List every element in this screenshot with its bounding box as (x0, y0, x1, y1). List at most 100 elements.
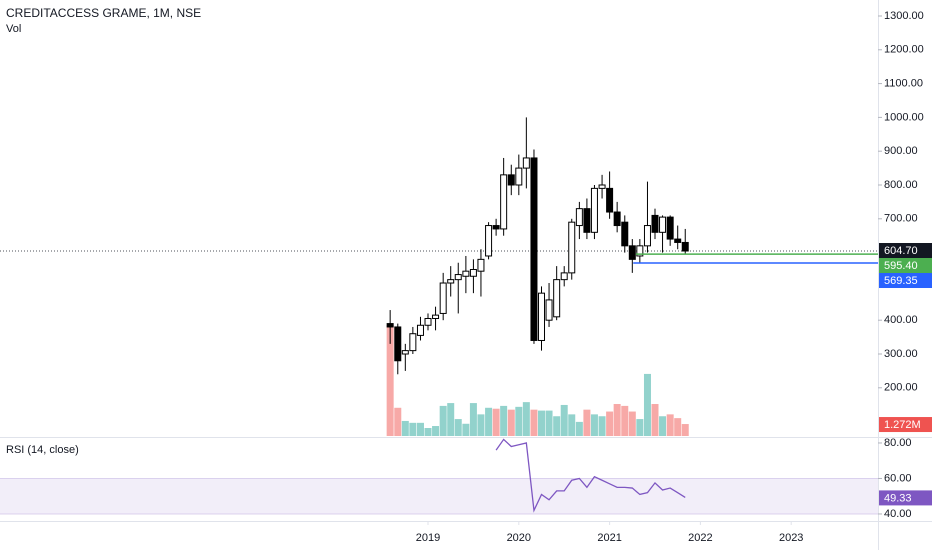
candle-body (575, 208, 583, 227)
y-tick-label: 200.00 (884, 382, 918, 394)
y-tick-label: 1200.00 (884, 44, 924, 56)
volume-bar (492, 408, 500, 436)
volume-bar (583, 409, 591, 436)
volume-bar (651, 404, 659, 436)
x-tick-label: 2023 (779, 532, 803, 544)
x-tick-label: 2022 (688, 532, 712, 544)
candle-body (628, 245, 636, 260)
volume-bar (560, 404, 568, 436)
volume-bar (636, 419, 644, 436)
volume-bar (424, 428, 432, 436)
candle-body (469, 268, 477, 277)
candle-body (606, 187, 614, 213)
candle-body (590, 187, 598, 233)
volume-bar (590, 414, 598, 436)
volume-bar (553, 416, 561, 436)
volume-bar (409, 422, 417, 436)
volume-bar (606, 411, 614, 436)
y-tick-label: 1000.00 (884, 111, 924, 123)
volume-bar (485, 407, 493, 436)
volume-bar (598, 416, 606, 436)
volume-bar (522, 402, 530, 436)
x-tick-label: 2021 (597, 532, 621, 544)
candle-body (409, 333, 417, 352)
candle-body (553, 279, 561, 318)
candle-body (666, 216, 674, 240)
volume-label: 1.272M (884, 419, 921, 431)
rsi-label: 49.33 (884, 492, 912, 504)
candle-body (416, 324, 424, 336)
candle-body (560, 272, 568, 281)
price-label-box (879, 273, 932, 289)
volume-bar (674, 418, 682, 436)
y-tick-label: 60.00 (884, 472, 912, 484)
volume-bar (439, 405, 447, 436)
candle-body (530, 157, 538, 341)
y-tick-label: 1300.00 (884, 10, 924, 22)
candle-body (522, 157, 530, 169)
rsi-title: RSI (14, close) (6, 444, 79, 456)
candle-body (659, 216, 667, 233)
x-tick-label: 2019 (416, 532, 440, 544)
volume-title: Vol (6, 23, 21, 35)
price-label: 569.35 (884, 275, 918, 287)
volume-bar (477, 414, 485, 436)
candle-body (394, 326, 402, 362)
candle-body (439, 282, 447, 314)
y-tick-label: 800.00 (884, 179, 918, 191)
candle-body (643, 225, 651, 247)
candle-body (545, 299, 553, 321)
volume-bar (613, 404, 621, 436)
candle-body (568, 221, 576, 274)
volume-bar (515, 406, 523, 436)
candle-body (681, 241, 689, 252)
volume-bar (621, 405, 629, 436)
volume-bar (469, 403, 477, 436)
volume-bar (394, 407, 402, 436)
candle-body (401, 350, 409, 355)
candle-body (651, 214, 659, 233)
candle-body (598, 184, 606, 189)
volume-bar (432, 426, 440, 436)
y-tick-label: 40.00 (884, 508, 912, 520)
y-tick-label: 300.00 (884, 348, 918, 360)
y-tick-label: 1100.00 (884, 77, 923, 89)
candle-body (454, 274, 462, 281)
volume-bar (507, 409, 515, 436)
candle-body (462, 270, 470, 277)
candle-body (538, 292, 546, 341)
price-label-box (879, 243, 932, 259)
candle-body (492, 225, 500, 230)
price-label: 595.40 (884, 260, 918, 272)
candle-body (507, 174, 515, 186)
candle-body (447, 279, 455, 284)
volume-bar (454, 419, 462, 436)
candle-body (500, 174, 508, 230)
volume-label-box (879, 417, 932, 433)
candle-body (621, 221, 629, 247)
y-tick-label: 900.00 (884, 145, 918, 157)
volume-bar (530, 409, 538, 436)
volume-bar (628, 411, 636, 436)
volume-bar (462, 423, 470, 436)
candle-body (515, 167, 523, 186)
x-tick-label: 2020 (507, 532, 531, 544)
volume-bar (386, 325, 394, 436)
rsi-band (0, 478, 878, 514)
candle-body (477, 258, 485, 272)
y-tick-label: 80.00 (884, 437, 912, 449)
volume-bar (643, 373, 651, 436)
candle-body (424, 318, 432, 326)
volume-bar (666, 414, 674, 436)
volume-bar (447, 403, 455, 436)
chart-title: CREDITACCESS GRAME, 1M, NSE (6, 6, 201, 20)
volume-bar (416, 422, 424, 436)
volume-bar (500, 405, 508, 436)
candle-body (636, 245, 644, 257)
price-label-box (879, 258, 932, 274)
candle-body (485, 225, 493, 257)
candle-body (583, 208, 591, 233)
rsi-label-box (879, 490, 932, 506)
candle-body (613, 211, 621, 227)
